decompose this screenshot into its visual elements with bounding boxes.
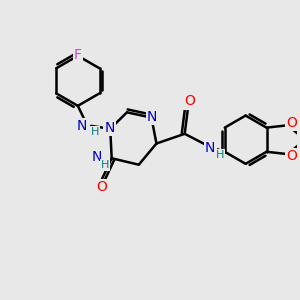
Text: N: N — [91, 150, 102, 164]
Text: H: H — [215, 150, 224, 160]
Text: F: F — [74, 48, 82, 62]
Text: O: O — [286, 149, 297, 164]
Text: N: N — [205, 141, 215, 154]
Text: N: N — [104, 121, 115, 135]
Text: O: O — [286, 116, 297, 130]
Text: H: H — [101, 160, 110, 170]
Text: O: O — [96, 180, 107, 194]
Text: O: O — [184, 94, 195, 108]
Text: H: H — [90, 127, 99, 137]
Text: N: N — [147, 110, 157, 124]
Text: N: N — [76, 119, 87, 133]
